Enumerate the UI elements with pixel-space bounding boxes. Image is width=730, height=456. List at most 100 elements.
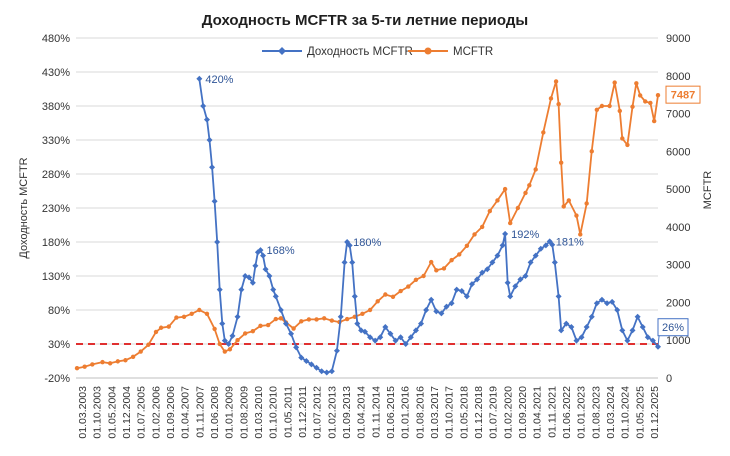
return-point: [423, 307, 430, 313]
index-point: [508, 220, 513, 226]
return-point: [367, 334, 374, 341]
y-left-tick-label: 130%: [42, 271, 70, 283]
return-point: [619, 327, 626, 334]
index-point: [90, 362, 95, 367]
index-point: [558, 160, 564, 165]
return-point: [479, 269, 486, 276]
x-tick-label: 01.01.2016: [400, 386, 412, 439]
return-point: [361, 328, 368, 335]
index-point: [321, 316, 327, 321]
index-point: [375, 299, 380, 304]
return-point: [313, 364, 320, 371]
return-point: [203, 116, 210, 123]
index-point: [434, 268, 439, 273]
index-point: [429, 259, 434, 265]
return-point: [349, 259, 356, 266]
index-point: [533, 167, 538, 172]
index-point: [146, 342, 151, 347]
left-ticks: -20% 30% 80% 130% 180% 230% 280% 330% 380% 430% 48…: [42, 33, 70, 385]
legend-index-label: MCFTR: [453, 46, 493, 58]
index-point: [584, 201, 589, 206]
y-right-tick-label: 4000: [666, 222, 690, 234]
index-point: [360, 311, 365, 316]
return-point: [551, 259, 558, 266]
return-point: [463, 293, 470, 300]
index-point: [217, 341, 222, 347]
index-point: [166, 324, 171, 329]
x-tick-label: 01.02.2006: [150, 386, 162, 439]
y-left-tick-label: -20%: [44, 373, 70, 385]
index-point: [449, 257, 454, 263]
return-point: [392, 337, 399, 344]
index-point: [472, 232, 477, 237]
index-point: [174, 315, 179, 320]
x-tick-label: 01.06.2008: [209, 386, 221, 439]
return-point: [504, 279, 511, 286]
index-point: [589, 149, 594, 154]
return-point: [614, 307, 621, 313]
x-tick-label: 01.08.2023: [590, 386, 602, 439]
return-point: [337, 313, 344, 320]
x-tick-label: 01.05.2025: [634, 386, 646, 439]
x-tick-label: 01.12.2011: [297, 386, 309, 438]
legend-return-label: Доходность MCFTR: [307, 46, 413, 58]
return-last-label: 26%: [662, 322, 684, 334]
return-point: [200, 103, 207, 109]
y-left-tick-label: 180%: [42, 237, 70, 249]
y-axis-left-label: Доходность MCFTR: [18, 157, 30, 258]
index-point: [553, 79, 559, 84]
y-left-tick-label: 330%: [42, 135, 70, 147]
y-right-tick-label: 7000: [666, 109, 690, 121]
index-point: [107, 361, 113, 366]
index-point: [130, 354, 136, 360]
y-right-tick-label: 9000: [666, 33, 690, 45]
peak-annotation: 180%: [353, 237, 381, 249]
return-point: [377, 334, 384, 341]
return-point: [412, 327, 419, 334]
x-tick-label: 01.10.2003: [92, 386, 104, 439]
return-point: [397, 334, 404, 341]
index-point: [242, 331, 248, 336]
index-point: [123, 358, 128, 363]
index-point: [291, 326, 296, 331]
return-point: [249, 279, 256, 286]
return-point: [303, 358, 310, 364]
x-tick-label: 01.11.2021: [546, 386, 558, 438]
index-point: [479, 224, 485, 230]
x-tick-label: 01.08.2009: [238, 386, 250, 439]
return-point: [609, 298, 616, 305]
index-point: [329, 318, 335, 323]
index-point: [561, 204, 566, 209]
index-point: [607, 103, 612, 109]
index-point: [566, 198, 572, 203]
return-point: [568, 324, 575, 330]
x-tick-label: 01.03.2003: [77, 386, 89, 439]
return-point: [206, 137, 213, 143]
y-left-tick-label: 80%: [48, 305, 70, 317]
y-left-tick-label: 230%: [42, 203, 70, 215]
return-point: [502, 230, 509, 237]
x-tick-label: 01.03.2024: [605, 386, 617, 439]
right-ticks: 0 1000 2000 3000 4000 5000 6000 7000 8000 9000: [666, 33, 690, 385]
index-point: [515, 205, 521, 211]
index-point: [643, 99, 648, 104]
return-point: [629, 327, 636, 334]
index-point: [648, 100, 653, 106]
index-point: [222, 349, 228, 354]
index-point: [344, 316, 350, 322]
return-point: [288, 330, 295, 337]
peak-annotation: 192%: [511, 229, 539, 241]
return-point: [624, 337, 631, 344]
return-point: [354, 320, 361, 327]
x-tick-label: 01.07.2019: [488, 386, 500, 439]
return-point: [438, 310, 445, 317]
return-point: [604, 300, 611, 307]
return-point: [549, 241, 556, 248]
return-point: [555, 293, 562, 300]
return-point: [382, 324, 389, 330]
index-point: [314, 317, 319, 322]
peak-annotation: 181%: [556, 236, 584, 248]
x-tick-label: 01.02.2013: [326, 386, 338, 439]
index-point: [265, 322, 271, 328]
return-point: [282, 320, 289, 327]
